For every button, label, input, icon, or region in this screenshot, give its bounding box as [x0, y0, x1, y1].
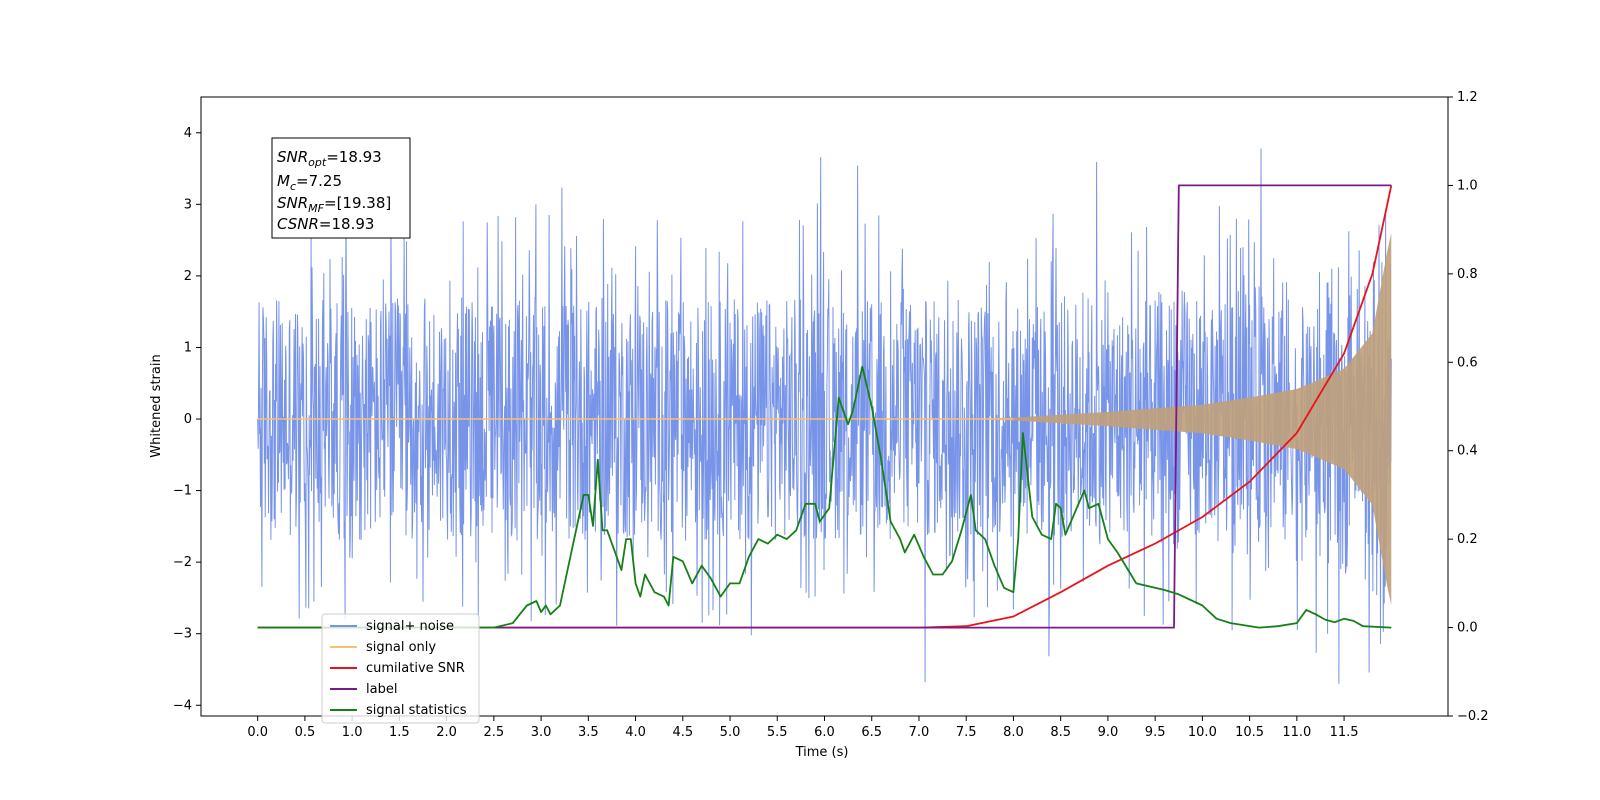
data-layer: [257, 148, 1393, 684]
x-tick-label: 2.5: [484, 725, 505, 740]
y2-tick-label: 0.8: [1457, 267, 1478, 282]
legend-label-cumulative-snr: cumilative SNR: [366, 661, 465, 676]
x-tick-label: 5.0: [720, 725, 741, 740]
series-line-cumulative-snr: [257, 185, 1393, 629]
x-tick-label: 6.5: [861, 725, 882, 740]
annotation-chirp-mass: Mc=7.25: [277, 172, 342, 193]
x-tick-label: 7.5: [956, 725, 977, 740]
series-line-signal-statistics: [257, 365, 1392, 629]
legend-entry-signal-only: signal only: [330, 640, 436, 655]
series-line-label: [257, 184, 1392, 629]
x-tick-label: 0.5: [295, 725, 316, 740]
annotation-csnr: CSNR=18.93: [277, 215, 374, 233]
y-axis-label: Whitened strain: [149, 354, 164, 457]
axes-layer: 0.0 0.5 1.0 1.5 2.0 2.5 3.0 3.5 4.0 4.5 5.0 5.5 6.0 6…: [173, 90, 1489, 740]
annotation-snr-mf: SNRMF=[19.38]: [277, 194, 391, 215]
x-tick-label: 4.5: [672, 725, 693, 740]
series-line-signal-noise: [257, 148, 1392, 684]
y2-tick-label: 0.6: [1457, 355, 1478, 370]
legend-entry-signal-noise: signal+ noise: [330, 619, 454, 634]
x-tick-label: 8.0: [1003, 725, 1024, 740]
x-axis-label: Time (s): [795, 745, 849, 760]
x-tick-label: 11.0: [1282, 725, 1311, 740]
y-tick-label: −1: [173, 484, 192, 499]
x-tick-label: 1.0: [342, 725, 363, 740]
y2-tick-label: 1.2: [1457, 90, 1478, 105]
legend-entry-cumulative-snr: cumilative SNR: [330, 661, 465, 676]
x-tick-label: 8.5: [1050, 725, 1071, 740]
y-tick-label: 1: [184, 340, 192, 355]
legend-entry-label: label: [330, 682, 397, 697]
x-tick-label: 6.0: [814, 725, 835, 740]
y-tick-label: 0: [184, 412, 192, 427]
legend-label-signal-only: signal only: [366, 640, 436, 655]
x-tick-label: 4.0: [625, 725, 646, 740]
y-tick-label: 3: [184, 197, 192, 212]
annotation-box: SNRopt=18.93 Mc=7.25 SNRMF=[19.38] CSNR=…: [271, 137, 411, 239]
y2-tick-label: 0.2: [1457, 532, 1478, 547]
x-tick-label: 11.5: [1330, 725, 1359, 740]
y-tick-label: 2: [184, 269, 192, 284]
y2-tick-label: 1.0: [1457, 178, 1478, 193]
legend-label-signal-noise: signal+ noise: [366, 619, 454, 634]
legend: signal+ noise signal only cumilative SNR…: [321, 613, 480, 724]
x-tick-label: 3.5: [578, 725, 599, 740]
y-tick-label: −3: [173, 627, 192, 642]
x-tick-label: 9.5: [1145, 725, 1166, 740]
x-tick-label: 9.0: [1098, 725, 1119, 740]
y-tick-label: 4: [184, 126, 192, 141]
legend-box: [321, 613, 480, 724]
x-tick-label: 3.0: [531, 725, 552, 740]
y-tick-label: −4: [173, 698, 192, 713]
y2-tick-label: 0.0: [1457, 621, 1478, 636]
legend-label-signal-statistics: signal statistics: [366, 703, 467, 718]
x-tick-label: 10.5: [1235, 725, 1264, 740]
legend-label-label: label: [366, 682, 397, 697]
x-tick-label: 10.0: [1188, 725, 1217, 740]
x-tick-label: 5.5: [767, 725, 788, 740]
y2-tick-label: 0.4: [1457, 444, 1478, 459]
x-tick-label: 0.0: [247, 725, 268, 740]
annotation-snr-opt: SNRopt=18.93: [277, 148, 382, 169]
x-tick-label: 7.0: [909, 725, 930, 740]
y-tick-label: −2: [173, 555, 192, 570]
x-tick-label: 1.5: [389, 725, 410, 740]
y2-tick-label: −0.2: [1457, 709, 1489, 724]
series-fill-signal-only: [257, 233, 1392, 606]
legend-entry-signal-statistics: signal statistics: [330, 703, 467, 718]
x-tick-label: 2.0: [436, 725, 457, 740]
